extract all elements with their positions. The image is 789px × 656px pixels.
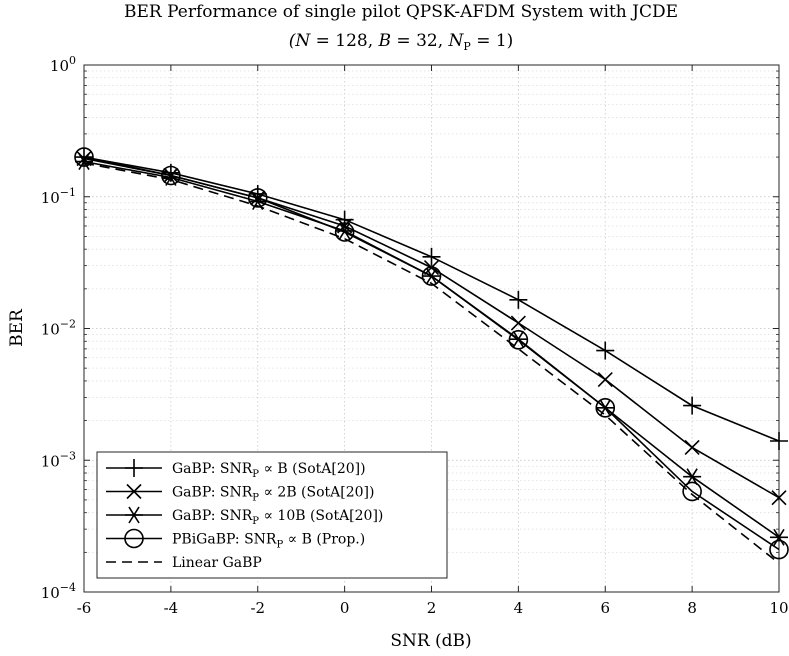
- series-3-point: [335, 222, 354, 240]
- series-3-point: [683, 468, 702, 486]
- series-2-point: [684, 439, 700, 456]
- series-1-point: [770, 431, 788, 450]
- y-tick-label: 100: [50, 54, 76, 75]
- series-4-point: [247, 188, 268, 208]
- series-1-point: [509, 290, 528, 309]
- legend-label-3: GaBP: SNRP ∝ 10B (SotA[20]): [172, 508, 383, 527]
- series-1-point: [75, 148, 93, 167]
- x-tick-label: 2: [427, 599, 437, 617]
- series-2-point: [771, 490, 787, 506]
- legend-marker-4: [124, 528, 144, 549]
- legend: GaBP: SNRP ∝ B (SotA[20]) GaBP: SNRP ∝ 2B…: [96, 451, 448, 579]
- y-tick-label: 10−2: [41, 318, 76, 339]
- legend-label-5: Linear GaBP: [172, 555, 262, 571]
- x-tick-label: 8: [687, 599, 697, 617]
- x-tick-label: 4: [514, 599, 524, 617]
- legend-label-4: PBiGaBP: SNRP ∝ B (Prop.): [172, 532, 365, 551]
- legend-label-1: GaBP: SNRP ∝ B (SotA[20]): [172, 461, 366, 480]
- series-2-point: [510, 315, 526, 331]
- axis-ticks: -6 -4 -2 0 2 4 6 8 10 100 10−1 10−2 10−3 10−4: [41, 54, 789, 617]
- y-tick-label: 10−1: [41, 186, 76, 207]
- x-tick-label: -4: [164, 599, 179, 617]
- x-tick-label: 10: [769, 599, 788, 617]
- y-tick-label: 10−3: [41, 449, 76, 470]
- series-1-point: [683, 396, 702, 415]
- x-axis-label: SNR (dB): [390, 631, 471, 651]
- x-tick-label: -2: [250, 599, 265, 617]
- series-line-4: [83, 156, 780, 551]
- x-tick-label: -6: [77, 599, 92, 617]
- x-tick-label: 6: [600, 599, 610, 617]
- chart-title: BER Performance of single pilot QPSK-AFD…: [124, 2, 678, 22]
- data-series: [74, 147, 789, 564]
- series-4-point: [421, 266, 442, 286]
- series-4-point: [682, 481, 702, 502]
- chart-subtitle: (N = 128, B = 32, NP = 1): [289, 31, 514, 53]
- series-1-point: [422, 247, 441, 266]
- legend-marker-2: [126, 483, 142, 500]
- series-3-point: [770, 528, 788, 546]
- series-4-point: [769, 539, 789, 560]
- series-1-point: [248, 184, 267, 203]
- series-3-point: [75, 153, 93, 170]
- series-1-point: [596, 341, 615, 360]
- series-line-5: [83, 162, 780, 564]
- y-axis-label: BER: [7, 308, 27, 347]
- series-4-point: [161, 165, 181, 186]
- series-4-point: [74, 147, 94, 167]
- x-tick-label: 0: [340, 599, 350, 617]
- y-tick-label: 10−4: [41, 581, 76, 602]
- legend-marker-1: [125, 459, 143, 477]
- series-2-point: [597, 371, 613, 388]
- series-4-point: [334, 222, 355, 242]
- legend-label-2: GaBP: SNRP ∝ 2B (SotA[20]): [172, 485, 374, 504]
- series-4-point: [508, 330, 529, 350]
- legend-marker-3: [125, 506, 143, 524]
